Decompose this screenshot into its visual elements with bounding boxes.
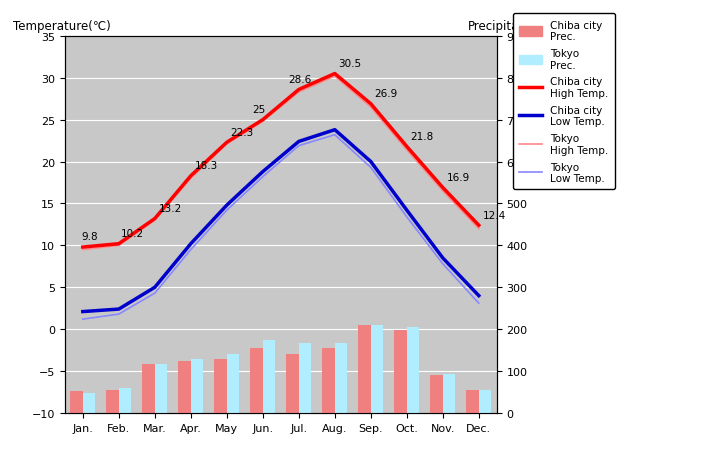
Tokyo
Low Temp. xyxy=(474,301,483,306)
Text: 13.2: 13.2 xyxy=(158,203,181,213)
Tokyo
Low Temp. xyxy=(150,291,159,296)
Tokyo
High Temp. xyxy=(186,176,195,182)
Bar xyxy=(215,359,227,413)
Chiba city
High Temp. xyxy=(114,241,123,247)
Chiba city
Low Temp. xyxy=(366,159,375,165)
Tokyo
Low Temp. xyxy=(114,312,123,317)
Tokyo
High Temp. xyxy=(330,74,339,79)
Chiba city
High Temp. xyxy=(402,145,411,150)
Bar xyxy=(107,390,119,413)
Bar xyxy=(227,354,239,413)
Legend: Chiba city
Prec., Tokyo
Prec., Chiba city
High Temp., Chiba city
Low Temp., Toky: Chiba city Prec., Tokyo Prec., Chiba cit… xyxy=(513,14,615,190)
Text: 22.3: 22.3 xyxy=(230,128,253,137)
Text: Precipitation(mm): Precipitation(mm) xyxy=(468,20,575,33)
Bar xyxy=(263,340,275,413)
Chiba city
Low Temp. xyxy=(258,169,267,175)
Tokyo
High Temp. xyxy=(366,105,375,111)
Text: 21.8: 21.8 xyxy=(410,132,433,141)
Tokyo
Low Temp. xyxy=(258,174,267,180)
Bar xyxy=(179,362,191,413)
Bar xyxy=(371,325,383,413)
Bar xyxy=(142,364,155,413)
Text: 18.3: 18.3 xyxy=(194,161,217,171)
Bar xyxy=(430,375,443,413)
Tokyo
High Temp. xyxy=(150,218,159,224)
Bar xyxy=(251,348,263,413)
Tokyo
High Temp. xyxy=(222,142,231,147)
Line: Tokyo
Low Temp.: Tokyo Low Temp. xyxy=(83,135,479,319)
Chiba city
Low Temp. xyxy=(186,241,195,247)
Bar xyxy=(359,325,371,413)
Text: 28.6: 28.6 xyxy=(288,75,311,85)
Chiba city
High Temp. xyxy=(474,223,483,229)
Chiba city
High Temp. xyxy=(150,216,159,222)
Chiba city
High Temp. xyxy=(330,72,339,77)
Chiba city
High Temp. xyxy=(258,118,267,123)
Tokyo
Low Temp. xyxy=(222,208,231,213)
Text: 26.9: 26.9 xyxy=(374,89,397,99)
Chiba city
Low Temp. xyxy=(438,256,447,261)
Tokyo
Low Temp. xyxy=(438,262,447,267)
Bar xyxy=(71,392,83,413)
Tokyo
High Temp. xyxy=(474,226,483,232)
Bar xyxy=(299,343,311,413)
Text: 12.4: 12.4 xyxy=(482,210,505,220)
Chiba city
High Temp. xyxy=(222,140,231,146)
Chiba city
High Temp. xyxy=(438,185,447,191)
Bar xyxy=(479,390,491,413)
Bar xyxy=(466,390,479,413)
Tokyo
Low Temp. xyxy=(366,165,375,171)
Line: Tokyo
High Temp.: Tokyo High Temp. xyxy=(83,77,479,250)
Text: 9.8: 9.8 xyxy=(81,232,98,242)
Bar xyxy=(119,388,131,413)
Tokyo
High Temp. xyxy=(114,243,123,249)
Chiba city
Low Temp. xyxy=(294,140,303,145)
Text: 30.5: 30.5 xyxy=(338,59,361,69)
Tokyo
Low Temp. xyxy=(78,317,87,322)
Chiba city
High Temp. xyxy=(186,174,195,179)
Chiba city
Low Temp. xyxy=(474,293,483,299)
Tokyo
High Temp. xyxy=(294,90,303,95)
Chiba city
Low Temp. xyxy=(222,203,231,208)
Bar xyxy=(191,359,203,413)
Tokyo
High Temp. xyxy=(402,148,411,153)
Tokyo
Low Temp. xyxy=(402,215,411,220)
Bar xyxy=(155,364,167,413)
Chiba city
High Temp. xyxy=(78,245,87,250)
Bar xyxy=(335,343,347,413)
Bar xyxy=(394,331,407,413)
Tokyo
Low Temp. xyxy=(186,247,195,253)
Chiba city
Low Temp. xyxy=(78,309,87,315)
Chiba city
Low Temp. xyxy=(402,208,411,213)
Chiba city
High Temp. xyxy=(294,88,303,93)
Tokyo
High Temp. xyxy=(438,189,447,194)
Bar xyxy=(407,327,419,413)
Line: Chiba city
Low Temp.: Chiba city Low Temp. xyxy=(83,130,479,312)
Bar xyxy=(287,354,299,413)
Bar xyxy=(83,393,95,413)
Chiba city
Low Temp. xyxy=(330,128,339,133)
Text: 16.9: 16.9 xyxy=(446,173,469,183)
Chiba city
High Temp. xyxy=(366,102,375,107)
Line: Chiba city
High Temp.: Chiba city High Temp. xyxy=(83,74,479,247)
Tokyo
Low Temp. xyxy=(330,133,339,138)
Bar xyxy=(443,374,455,413)
Tokyo
High Temp. xyxy=(258,119,267,125)
Text: 10.2: 10.2 xyxy=(121,229,144,239)
Bar xyxy=(323,348,335,413)
Text: Temperature(℃): Temperature(℃) xyxy=(13,20,111,33)
Tokyo
Low Temp. xyxy=(294,144,303,149)
Tokyo
High Temp. xyxy=(78,247,87,253)
Text: 25: 25 xyxy=(252,105,265,115)
Chiba city
Low Temp. xyxy=(114,307,123,312)
Chiba city
Low Temp. xyxy=(150,285,159,291)
